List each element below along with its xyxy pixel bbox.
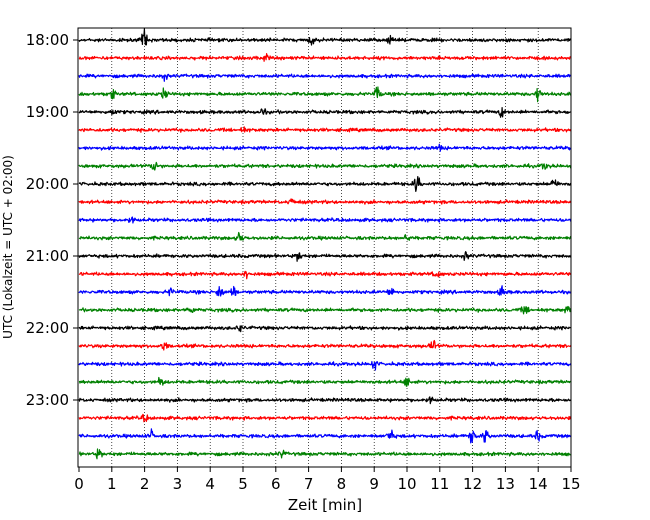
trace-2315: [78, 413, 572, 423]
trace-2300: [78, 396, 572, 405]
trace-1845: [78, 86, 572, 103]
trace-1800: [78, 28, 572, 46]
y-tick-label: 18:00: [26, 31, 69, 49]
trace-2115: [78, 270, 572, 280]
trace-2130: [78, 285, 572, 297]
plot-frame: [77, 27, 572, 468]
trace-2000: [78, 175, 572, 192]
x-tick-label: 9: [369, 475, 379, 493]
trace-1815: [78, 53, 572, 62]
trace-1900: [78, 107, 572, 118]
x-tick-label: 6: [271, 475, 281, 493]
x-tick-label: 7: [304, 475, 314, 493]
trace-2200: [78, 325, 572, 333]
trace-2245: [78, 376, 572, 387]
x-tick-label: 15: [561, 475, 580, 493]
y-tick-label: 23:00: [26, 391, 69, 409]
y-tick-label: 21:00: [26, 247, 69, 265]
trace-2345: [78, 448, 572, 460]
trace-2145: [78, 305, 572, 315]
y-tick-label: 22:00: [26, 319, 69, 337]
trace-1830: [78, 73, 572, 82]
y-axis-label: UTC (Lokalzeit = UTC + 02:00): [1, 155, 15, 339]
y-tick-label: 19:00: [26, 103, 69, 121]
x-tick-label: 3: [173, 475, 183, 493]
x-tick-label: 10: [397, 475, 416, 493]
x-tick-label: 14: [529, 475, 548, 493]
x-axis-ticks: 0 1 2 3 4 5 6 7 8 9 10 11 12 13 14 15: [74, 467, 581, 493]
y-tick-label: 20:00: [26, 175, 69, 193]
x-tick-label: 13: [496, 475, 515, 493]
x-tick-label: 0: [74, 475, 84, 493]
trace-1945: [78, 161, 572, 171]
trace-2330: [78, 428, 572, 444]
x-tick-label: 5: [238, 475, 248, 493]
y-axis-ticks: 18:00 19:00 20:00 21:00 22:00 23:00: [26, 31, 78, 409]
x-axis-label: Zeit [min]: [288, 496, 362, 514]
trace-2015: [78, 198, 572, 205]
x-tick-label: 12: [463, 475, 482, 493]
x-tick-label: 2: [140, 475, 150, 493]
trace-2100: [78, 251, 572, 262]
seismic-traces: [78, 28, 572, 460]
x-tick-label: 1: [107, 475, 117, 493]
trace-2230: [78, 360, 572, 371]
trace-1915: [78, 126, 572, 133]
trace-1930: [78, 143, 572, 152]
trace-2215: [78, 339, 572, 351]
x-tick-label: 4: [205, 475, 215, 493]
grid-lines: [111, 28, 539, 467]
trace-2030: [78, 216, 572, 224]
x-tick-label: 11: [430, 475, 449, 493]
x-tick-label: 8: [337, 475, 347, 493]
trace-2045: [78, 231, 572, 241]
